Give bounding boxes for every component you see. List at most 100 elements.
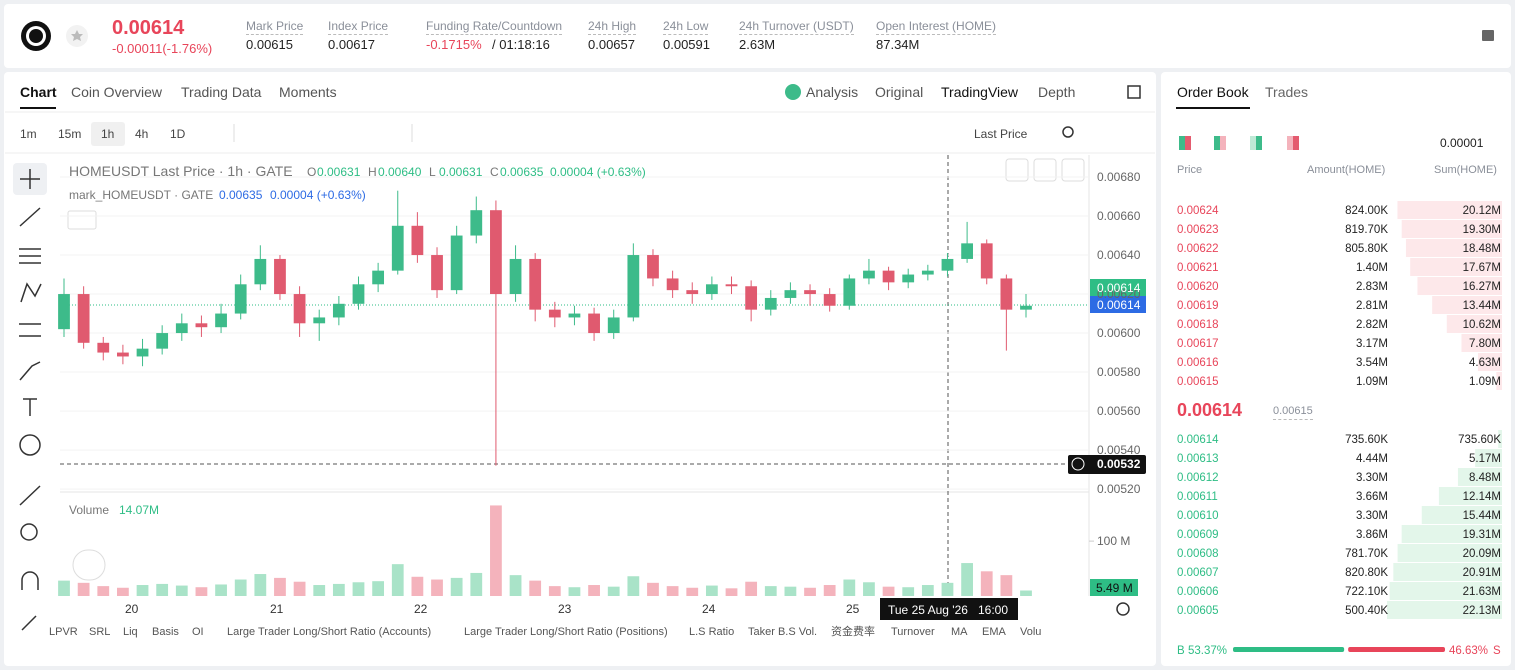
ob-sum: 8.48M (1469, 472, 1501, 484)
volume-bar (175, 585, 188, 596)
ob-last: 0.00614 (1177, 400, 1243, 420)
indicator[interactable]: Volu (1020, 626, 1042, 638)
volume-bar (274, 577, 286, 596)
volume-bar (686, 587, 699, 596)
indicator[interactable]: L.S Ratio (689, 626, 735, 638)
ob-price: 0.00606 (1177, 586, 1219, 598)
volume-bar (490, 505, 502, 596)
depth-bar (1477, 353, 1502, 371)
tab[interactable]: Coin Overview (71, 84, 163, 100)
ob-amount: 500.40K (1345, 605, 1388, 617)
cross-time: 16:00 (978, 603, 1009, 617)
depth-bar (1389, 582, 1502, 600)
candle-body (470, 210, 483, 236)
indicator[interactable]: LPVR (49, 626, 78, 638)
sell-bar (1348, 647, 1445, 652)
volume-tick-label: 100 M (1097, 534, 1131, 549)
candle-body (1000, 278, 1013, 310)
volume-bar (804, 587, 816, 596)
volume-bar (97, 586, 110, 596)
volume-bar (666, 586, 679, 596)
candle-body (293, 294, 306, 324)
indicator[interactable]: Liq (123, 626, 138, 638)
indicator[interactable]: Turnover (891, 626, 935, 638)
stat-label: 24h Low (663, 19, 709, 35)
indicator[interactable]: 资金费率 (831, 626, 875, 638)
candle-body (1020, 305, 1032, 310)
depth-bar (1432, 296, 1502, 314)
volume-bar (136, 585, 149, 596)
candle-body (568, 313, 581, 318)
indicator[interactable]: Basis (152, 626, 179, 638)
candle-body (450, 235, 463, 291)
tab[interactable]: Trading Data (181, 84, 262, 100)
volume-bar (313, 585, 326, 596)
volume-bar (882, 586, 895, 596)
ob-sum: 17.67M (1462, 262, 1501, 274)
indicator[interactable]: OI (192, 626, 204, 638)
interval[interactable]: 1D (170, 127, 186, 141)
candle-body (529, 258, 542, 310)
stat-value: 0.00657 (588, 37, 635, 52)
ob-tab[interactable]: Trades (1265, 84, 1309, 100)
ob-amount: 3.30M (1356, 510, 1388, 522)
volume-bar (117, 587, 129, 596)
indicator[interactable]: MA (951, 626, 968, 638)
indicator[interactable]: Large Trader Long/Short Ratio (Positions… (464, 626, 668, 638)
volume-bar (509, 575, 522, 596)
volume-tag: 5.49 M (1096, 581, 1133, 595)
interval[interactable]: 4h (135, 127, 149, 141)
stat-label: 24h High (588, 19, 637, 35)
candle-body (234, 284, 247, 314)
candle-body (431, 255, 443, 291)
view-tab[interactable]: TradingView (941, 84, 1019, 100)
ob-mark: 0.00615 (1273, 403, 1313, 420)
volume-bar (863, 582, 875, 596)
stat-countdown: / 01:18:16 (492, 37, 550, 52)
candle-body (921, 270, 934, 275)
y-tick-label: 0.00680 (1097, 170, 1141, 185)
volume-bar (588, 585, 600, 596)
volume-bar (705, 585, 718, 596)
ob-tab[interactable]: Order Book (1177, 84, 1249, 100)
depth-bar (1496, 372, 1502, 390)
ob-amount: 824.00K (1345, 205, 1388, 217)
interval[interactable]: 1h (101, 127, 115, 141)
volume-bar (195, 587, 208, 596)
interval[interactable]: 15m (58, 127, 82, 141)
y-tick-label: 0.00560 (1097, 404, 1141, 419)
volume-bar (548, 586, 561, 596)
volume-bar (941, 582, 954, 596)
x-tick-label: 22 (414, 602, 428, 616)
x-tick-label: 21 (270, 602, 284, 616)
volume-bar (391, 564, 404, 596)
candle-body (215, 313, 227, 328)
candle-body (97, 342, 110, 353)
interval[interactable]: 1m (20, 127, 37, 141)
indicator[interactable]: Taker B.S Vol. (748, 626, 818, 638)
tab[interactable]: Chart (20, 84, 57, 100)
ohlc-label: O (307, 165, 317, 179)
ob-amount: 3.30M (1356, 472, 1388, 484)
candle-body (77, 294, 90, 343)
y-tick-label: 0.00620 (1097, 287, 1141, 302)
ob-sum: 5.17M (1469, 453, 1501, 465)
stat-label: Open Interest (HOME) (876, 19, 997, 35)
ob-sum: 13.44M (1462, 300, 1501, 312)
ob-amount: 819.70K (1345, 224, 1388, 236)
volume-bar (411, 576, 424, 596)
indicator[interactable]: SRL (89, 626, 111, 638)
indicator[interactable]: Large Trader Long/Short Ratio (Accounts) (227, 626, 432, 638)
view-tab[interactable]: Depth (1038, 84, 1076, 100)
view-tab[interactable]: Analysis (806, 84, 859, 100)
candle-body (195, 323, 208, 328)
view-tab[interactable]: Original (875, 84, 924, 100)
volume-bar (234, 579, 247, 596)
tab[interactable]: Moments (279, 84, 337, 100)
ohlc-label: L (429, 165, 436, 179)
x-tick-label: 24 (702, 602, 716, 616)
indicator[interactable]: EMA (982, 626, 1006, 638)
candle-body (175, 323, 188, 334)
candle-body (274, 258, 286, 295)
